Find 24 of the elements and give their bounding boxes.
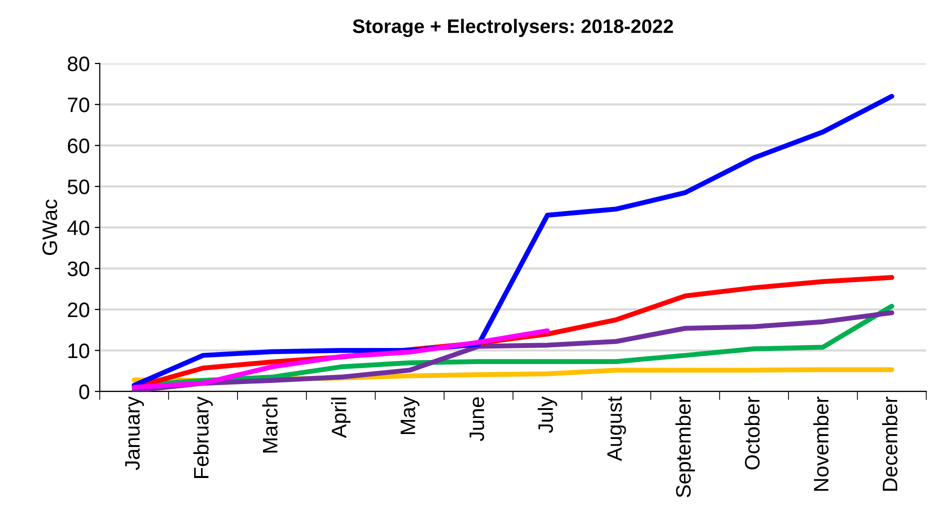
chart-title: Storage + Electrolysers: 2018-2022 <box>352 18 674 38</box>
x-tick-label: May <box>400 396 420 434</box>
y-axis-title: GWac <box>42 199 58 255</box>
x-tick-label: November <box>813 396 829 491</box>
y-tick-label: 40 <box>67 220 90 236</box>
y-tick-label: 0 <box>79 384 90 400</box>
x-tick-label: April <box>331 398 351 438</box>
y-tick-label: 30 <box>68 261 90 276</box>
y-tick-label: 10 <box>68 343 90 358</box>
y-tick-label: 80 <box>68 56 90 72</box>
x-tick-label: February <box>193 396 213 478</box>
x-tick-label: June <box>470 397 484 442</box>
x-tick-label: December <box>882 396 898 491</box>
line-series <box>132 328 550 390</box>
y-tick-label: 60 <box>68 138 90 154</box>
y-tick-label: 20 <box>68 302 90 318</box>
x-tick-label: August <box>607 396 626 462</box>
x-tick-label: March <box>262 398 278 452</box>
y-tick-label: 50 <box>68 179 90 194</box>
x-tick-label: July <box>538 396 558 434</box>
x-tick-label: January <box>125 396 144 470</box>
x-tick-label: October <box>744 396 760 470</box>
x-tick-label: September <box>675 396 695 498</box>
y-tick-label: 70 <box>68 97 90 112</box>
